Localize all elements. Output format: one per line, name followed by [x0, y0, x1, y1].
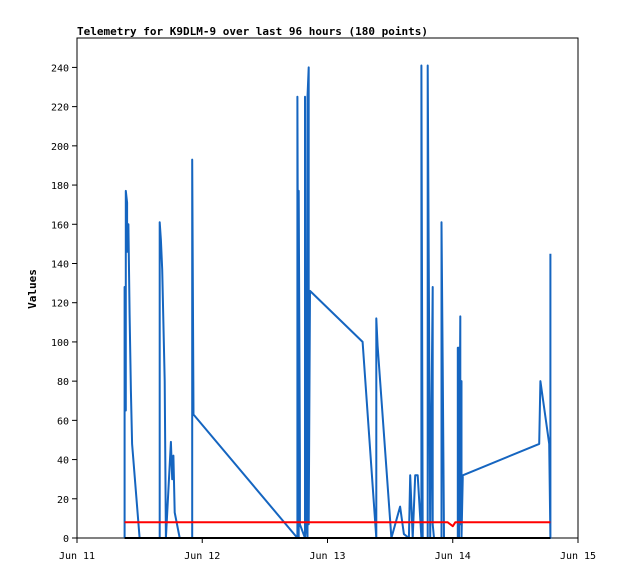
- y-tick-label: 100: [51, 338, 69, 349]
- series-line-1: [123, 64, 552, 539]
- y-tick-label: 200: [51, 142, 69, 153]
- series-lines: [123, 64, 552, 539]
- y-axis-ticks: 0 20 40 60 80 100 120 140 160 180 200 220 240: [51, 63, 77, 545]
- y-tick-label: 220: [51, 103, 69, 114]
- y-tick-label: 160: [51, 220, 69, 231]
- x-tick-label: Jun 14: [435, 551, 471, 562]
- y-tick-label: 80: [57, 377, 69, 388]
- y-tick-label: 0: [63, 534, 69, 545]
- plot-frame: [76, 37, 579, 539]
- series-line-2: [124, 521, 551, 528]
- x-tick-label: Jun 11: [59, 551, 95, 562]
- y-tick-label: 60: [57, 416, 69, 427]
- y-tick-label: 40: [57, 456, 69, 467]
- x-tick-label: Jun 12: [184, 551, 220, 562]
- chart-title: Telemetry for K9DLM-9 over last 96 hours…: [77, 25, 428, 38]
- y-tick-label: 120: [51, 299, 69, 310]
- x-axis-ticks: Jun 11 Jun 12 Jun 13 Jun 14 Jun 15: [59, 538, 596, 562]
- y-tick-label: 240: [51, 63, 69, 74]
- y-tick-label: 180: [51, 181, 69, 192]
- y-tick-label: 140: [51, 259, 69, 270]
- x-tick-label: Jun 13: [309, 551, 345, 562]
- y-axis-label: Values: [26, 269, 39, 309]
- x-tick-label: Jun 15: [560, 551, 596, 562]
- y-tick-label: 20: [57, 495, 69, 506]
